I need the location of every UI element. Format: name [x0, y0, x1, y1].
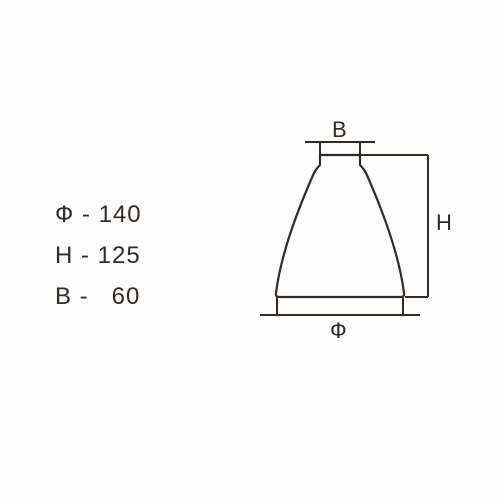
label-phi: Ф — [330, 318, 347, 343]
legend-phi: Ф - 140 — [55, 195, 142, 236]
legend-h: H - 125 — [55, 236, 142, 277]
bell-outline — [276, 155, 404, 297]
label-h: H — [436, 210, 452, 235]
label-b: B — [332, 117, 347, 142]
dimension-legend: Ф - 140 H - 125 B - 60 — [55, 195, 142, 317]
legend-b: B - 60 — [55, 277, 142, 318]
shape-diagram: B H Ф — [250, 125, 460, 345]
dimension-drawing: Ф - 140 H - 125 B - 60 B H Ф — [0, 0, 500, 500]
